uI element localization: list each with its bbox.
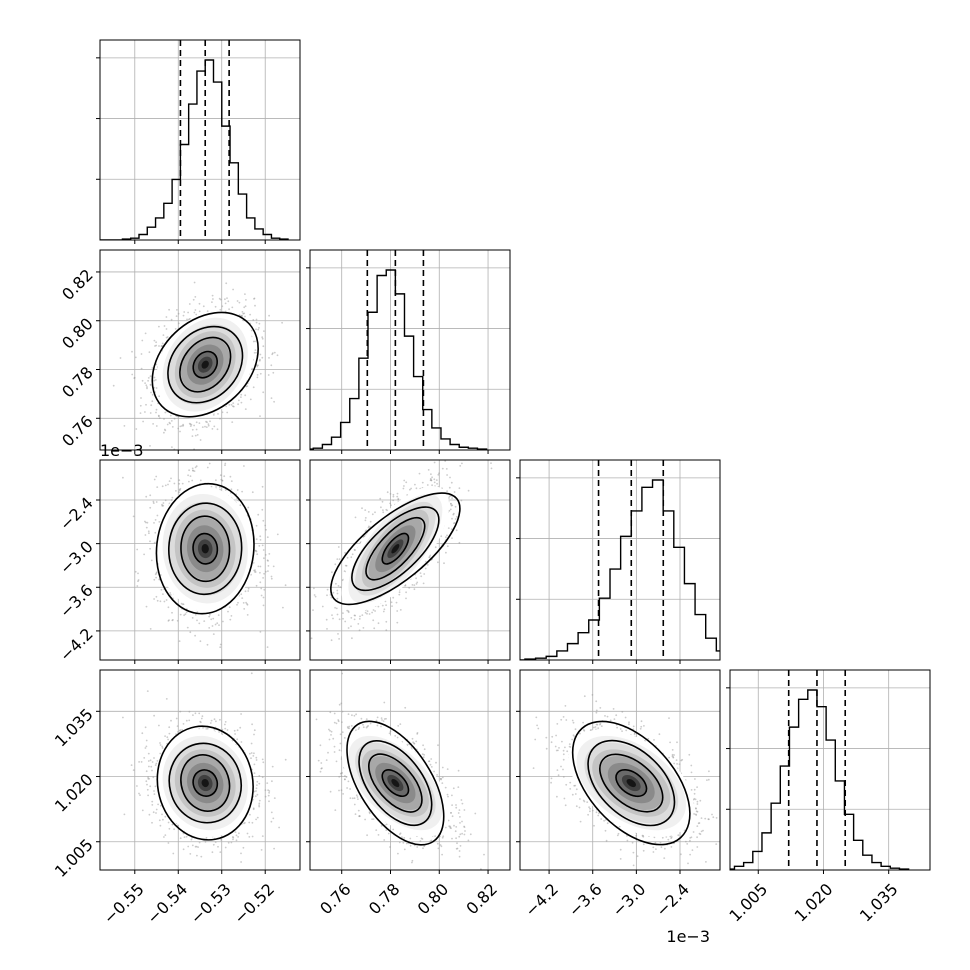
panel-3-1: 0.76 0.78 0.80 0.82 [306,669,511,919]
panel-frame [309,459,511,661]
x-tick-label: −0.52 [230,880,278,928]
x-tick-label: 1.005 [725,880,771,926]
panel-3-2: −4.2 −3.6 −3.0 −2.4 1e−3 [516,669,721,946]
panel-frame [309,249,511,451]
panel-0-0 [96,39,301,244]
contour-3 [155,482,255,615]
contour-3 [151,311,259,418]
contour-2 [351,506,440,592]
contour-0 [381,769,410,798]
contour-1 [365,516,426,581]
x-tick-label: 0.82 [462,880,501,919]
panel-frame [309,669,511,871]
x-offset-label: 1e−3 [666,927,710,946]
panel-3-0: −0.55−0.54−0.53−0.52 1.005 1.020 1.035 [51,669,301,928]
panel-1-0: 0.76 0.78 0.80 0.82 [58,249,301,454]
x-tick-label: −2.4 [652,880,693,921]
panel-frame [519,669,721,871]
y-tick-label: 0.80 [58,314,97,353]
y-tick-label: −3.0 [56,537,97,578]
x-tick-label: −0.55 [100,880,148,928]
panel-2-1 [306,459,511,664]
contour-3 [156,725,254,841]
contour-0 [615,769,648,798]
contour-0 [192,532,219,565]
y-tick-label: −2.4 [56,493,97,534]
x-tick-label: −3.6 [565,880,606,921]
contour-2 [168,742,242,824]
contour-3 [346,720,445,846]
x-tick-label: −0.53 [187,880,235,928]
x-tick-label: 0.80 [414,880,453,919]
y-tick-label: 1.035 [51,705,97,751]
y-tick-label: 0.78 [58,363,97,402]
contour-1 [179,336,232,393]
x-tick-label: 1.020 [791,880,837,926]
panel-2-0: −4.2−3.6−3.0−2.4 1e−3 [56,441,301,665]
x-tick-label: 0.78 [365,880,404,919]
contour-0 [192,350,219,379]
y-tick-label: 0.82 [58,265,97,304]
contour-3 [330,492,461,606]
panel-2-2 [516,459,721,664]
contour-2 [167,325,244,404]
contour-0 [381,532,410,565]
contour-1 [368,753,423,813]
x-tick-label: 1.035 [856,880,902,926]
panel-frame [729,669,931,871]
x-tick-label: −4.2 [521,880,562,921]
x-tick-label: 0.76 [316,880,355,919]
y-tick-label: 1.020 [51,770,97,816]
panel-frame [99,459,301,661]
contour-3 [571,720,691,846]
y-tick-label: 0.76 [58,412,97,451]
panel-frame [519,459,721,661]
y-offset-label: 1e−3 [100,441,144,460]
panel-3-3: 1.005 1.020 1.035 [725,669,931,926]
x-tick-label: −3.0 [608,880,649,921]
y-tick-label: −4.2 [56,624,97,665]
panel-frame [99,249,301,451]
contour-2 [358,739,433,827]
contour-2 [587,739,676,827]
contour-1 [180,754,231,812]
histogram-2 [520,479,720,660]
y-tick-label: −3.6 [56,581,97,622]
y-tick-label: 1.005 [51,835,97,881]
contour-1 [599,753,664,813]
panel-frame [99,39,301,241]
panel-frame [99,669,301,871]
contour-0 [192,769,219,797]
contour-1 [180,515,231,583]
histogram-0 [100,59,289,240]
x-tick-label: −0.54 [143,880,191,928]
panel-1-1 [306,249,511,454]
contour-2 [167,502,243,596]
